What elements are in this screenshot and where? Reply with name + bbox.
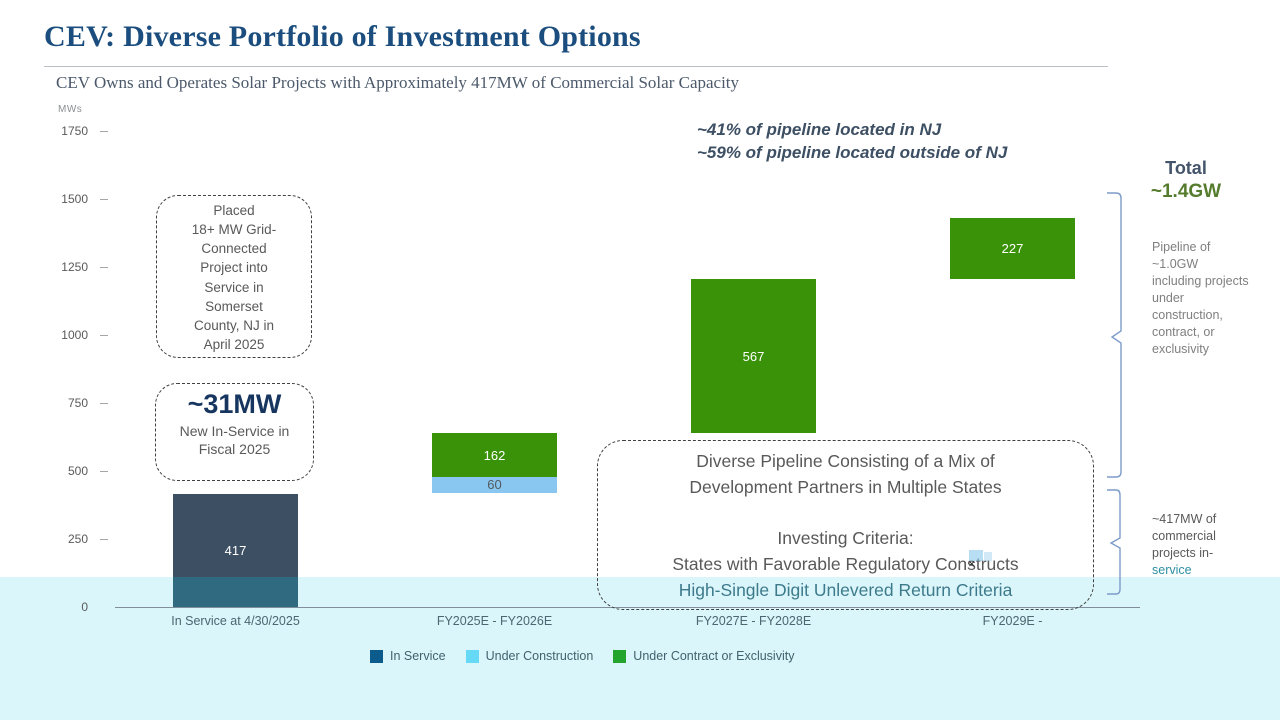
total-label: Total [1165, 158, 1207, 178]
in-service-bracket [1107, 489, 1121, 595]
bar-value-label: 567 [742, 348, 765, 364]
bar-value-label: 162 [483, 447, 506, 463]
x-category-label: In Service at 4/30/2025 [171, 614, 300, 628]
pipeline-note: Pipeline of ~1.0GW including projects un… [1152, 240, 1249, 356]
x-category-label: FY2027E - FY2028E [695, 614, 812, 628]
x-axis-line [115, 607, 1140, 608]
y-tick-mark [100, 199, 108, 200]
legend-item-under-construction: Under Construction [465, 649, 594, 663]
bar-under-contract-fy29: 227 [950, 218, 1075, 279]
in-service-note: ~417MW of commercial projects in-service [1152, 511, 1242, 579]
x-category-label: FY2025E - FY2026E [436, 614, 553, 628]
legend-swatch-in-service [370, 649, 383, 663]
y-tick-mark [100, 267, 108, 268]
y-tick-mark [100, 403, 108, 404]
mouse-cursor: ✕ [963, 549, 997, 573]
y-tick-mark [100, 539, 108, 540]
title-divider [44, 66, 1108, 67]
bar-value-label: 227 [1001, 241, 1024, 256]
y-axis-unit-label: MWs [58, 104, 83, 115]
in-service-note-text: ~417MW of commercial projects in- [1152, 512, 1217, 560]
bar-under-contract-fy2728: 567 [691, 279, 816, 433]
page-title: CEV: Diverse Portfolio of Investment Opt… [44, 20, 641, 53]
total-value: ~1.4GW [1150, 181, 1222, 202]
y-tick-label: 1000 [61, 328, 88, 342]
y-tick-label: 250 [67, 532, 88, 546]
y-tick-label: 1250 [61, 260, 88, 274]
cursor-icon: ✕ [968, 559, 976, 569]
legend-label: Under Contract or Exclusivity [633, 649, 795, 663]
callout-new-in-service: ~31MW New In-Service in Fiscal 2025 [155, 383, 314, 481]
x-category-label: FY2029E - [982, 614, 1043, 628]
legend-item-in-service: In Service [370, 649, 446, 663]
y-tick-label: 0 [81, 600, 88, 614]
y-tick-label: 750 [67, 396, 88, 410]
bar-value-label: 60 [487, 477, 502, 492]
cursor-highlight [984, 552, 992, 561]
callout-return-criteria-text: High-Single Digit Unlevered Return Crite… [678, 579, 1013, 600]
callout-31mw-value: ~31MW [187, 389, 282, 419]
pipeline-bracket [1107, 192, 1122, 478]
callout-31mw-caption: New In-Service in Fiscal 2025 [179, 422, 290, 457]
y-tick-mark [100, 335, 108, 336]
callout-somerset-project: Placed 18+ MW Grid- Connected Project in… [156, 195, 312, 358]
bar-value-label: 417 [224, 543, 247, 558]
y-tick-label: 1500 [61, 192, 88, 206]
legend-item-under-contract: Under Contract or Exclusivity [613, 649, 794, 663]
y-tick-label: 500 [67, 464, 88, 478]
y-tick-label: 1750 [61, 124, 88, 138]
bar-under-construction: 60 [432, 477, 557, 493]
in-service-note-text-teal: service [1152, 563, 1192, 577]
cursor-highlight [969, 550, 983, 561]
callout-diverse-pipeline: Diverse Pipeline Consisting of a Mix of … [597, 440, 1094, 610]
y-tick-mark [100, 471, 108, 472]
slide-subtitle: CEV Owns and Operates Solar Projects wit… [56, 73, 740, 92]
legend-label: In Service [390, 649, 446, 663]
callout-diverse-pipeline-text: Diverse Pipeline Consisting of a Mix of … [672, 451, 1019, 574]
bar-in-service: 417 [173, 494, 298, 607]
legend-label: Under Construction [485, 649, 594, 663]
chart-legend: In Service Under Construction Under Cont… [370, 649, 794, 663]
y-tick-mark [100, 131, 108, 132]
legend-swatch-under-contract [613, 649, 627, 663]
bar-under-contract-fy2526: 162 [432, 433, 557, 477]
legend-swatch-under-construction [465, 649, 479, 663]
pipeline-location-note: ~41% of pipeline located in NJ ~59% of p… [697, 120, 1008, 162]
